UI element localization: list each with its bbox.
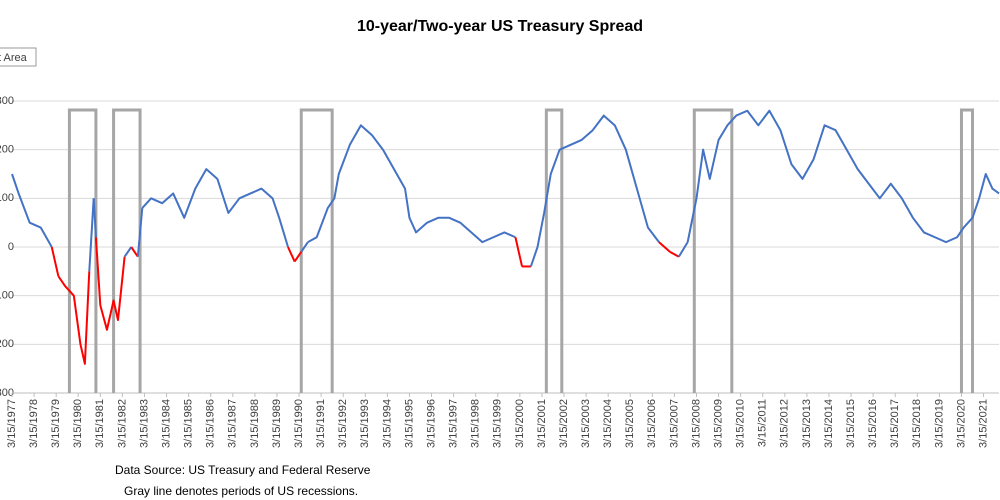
- x-tick-label: 3/15/1979: [50, 399, 62, 448]
- y-tick-label: 0: [8, 241, 14, 253]
- x-tick-label: 3/15/1998: [470, 399, 482, 448]
- x-tick-label: 3/15/1990: [293, 399, 305, 448]
- line-connector: [88, 198, 95, 272]
- x-tick-label: 3/15/1991: [315, 399, 327, 448]
- x-tick-label: 3/15/1992: [337, 399, 349, 448]
- tooltip-box: [0, 47, 37, 67]
- chart-title: 10-year/Two-year US Treasury Spread: [357, 18, 643, 35]
- x-tick-label: 3/15/1981: [94, 399, 106, 448]
- x-tick-label: 3/15/2007: [668, 399, 680, 448]
- x-tick-label: 3/15/1989: [271, 399, 283, 448]
- x-tick-label: 3/15/2015: [845, 399, 857, 448]
- spread-line: [669, 250, 680, 258]
- x-tick-label: 3/15/2014: [823, 399, 835, 448]
- x-tick-label: 3/15/2019: [933, 399, 945, 448]
- x-tick-label: 3/15/1985: [183, 399, 195, 448]
- x-tick-label: 3/15/2008: [690, 399, 702, 448]
- x-tick-label: 3/15/2001: [536, 399, 548, 448]
- spread-line: [686, 109, 1000, 244]
- x-tick-label: 3/15/2000: [514, 399, 526, 448]
- y-tick-label: 300: [0, 95, 14, 107]
- x-tick-label: 3/15/2006: [646, 399, 658, 448]
- y-tick-label: -100: [0, 290, 14, 302]
- recession: [692, 108, 734, 393]
- x-tick-label: 3/15/1988: [249, 399, 261, 448]
- x-tick-label: 3/15/2010: [735, 399, 747, 448]
- line-connector: [123, 246, 133, 258]
- x-tick-label: 3/15/2020: [955, 399, 967, 448]
- spread-line: [99, 256, 126, 331]
- x-tick-label: 3/15/1987: [227, 399, 239, 448]
- y-tick-label: 200: [0, 144, 14, 156]
- y-tick-label: -200: [0, 338, 14, 350]
- line-connector: [514, 237, 524, 267]
- x-tick-label: 3/15/2017: [889, 399, 901, 448]
- tooltip: t Area: [0, 52, 28, 64]
- line-connector: [94, 237, 102, 306]
- x-tick-label: 3/15/2013: [801, 399, 813, 448]
- spread-line: [141, 168, 289, 248]
- x-tick-label: 3/15/2009: [712, 399, 724, 448]
- line-connector: [130, 246, 139, 258]
- x-tick-label: 3/15/1997: [448, 399, 460, 448]
- spread-line: [57, 271, 91, 365]
- x-tick-label: 3/15/1983: [138, 399, 150, 448]
- x-tick-label: 3/15/1995: [403, 399, 415, 448]
- x-tick-label: 3/15/1977: [6, 399, 18, 448]
- spread-line: [307, 124, 516, 244]
- x-tick-label: 3/15/2003: [580, 399, 592, 448]
- line-connector: [136, 207, 144, 257]
- x-tick-label: 3/15/1980: [72, 399, 84, 448]
- line-connector: [677, 241, 689, 258]
- spread-line: [293, 251, 303, 263]
- x-tick-label: 3/15/1982: [116, 399, 128, 448]
- x-tick-label: 3/15/2012: [779, 399, 791, 448]
- x-tick-label: 3/15/2016: [867, 399, 879, 448]
- x-tick-label: 3/15/1978: [28, 399, 40, 448]
- line-connector: [287, 246, 296, 263]
- x-tick-label: 3/15/2004: [602, 399, 614, 448]
- x-tick-label: 3/15/1993: [359, 399, 371, 448]
- line-connector: [50, 246, 60, 277]
- spread-line: [536, 114, 660, 248]
- x-tick-label: 3/15/1986: [205, 399, 217, 448]
- x-tick-label: 3/15/1984: [160, 399, 172, 448]
- spread-line: [92, 198, 97, 238]
- line-connector: [658, 241, 671, 253]
- recession: [544, 108, 564, 393]
- spread-line: [11, 173, 53, 248]
- x-tick-label: 3/15/2011: [757, 399, 769, 447]
- x-tick-label: 3/15/2002: [558, 399, 570, 448]
- x-tick-label: 3/15/1996: [425, 399, 437, 448]
- x-tick-label: 3/15/1999: [492, 399, 504, 448]
- x-tick-label: 3/15/2005: [624, 399, 636, 448]
- recession: [112, 108, 142, 393]
- y-tick-label: -300: [0, 387, 14, 399]
- x-tick-label: 3/15/2018: [911, 399, 923, 448]
- source-note: Data Source: US Treasury and Federal Res…: [115, 463, 371, 477]
- y-tick-label: 100: [0, 192, 14, 204]
- recession-note: Gray line denotes periods of US recessio…: [124, 484, 358, 498]
- recession: [959, 108, 975, 393]
- line-connector: [529, 246, 539, 267]
- line-connector: [300, 241, 309, 253]
- x-tick-label: 3/15/2021: [977, 399, 989, 448]
- x-tick-label: 3/15/1994: [381, 399, 393, 448]
